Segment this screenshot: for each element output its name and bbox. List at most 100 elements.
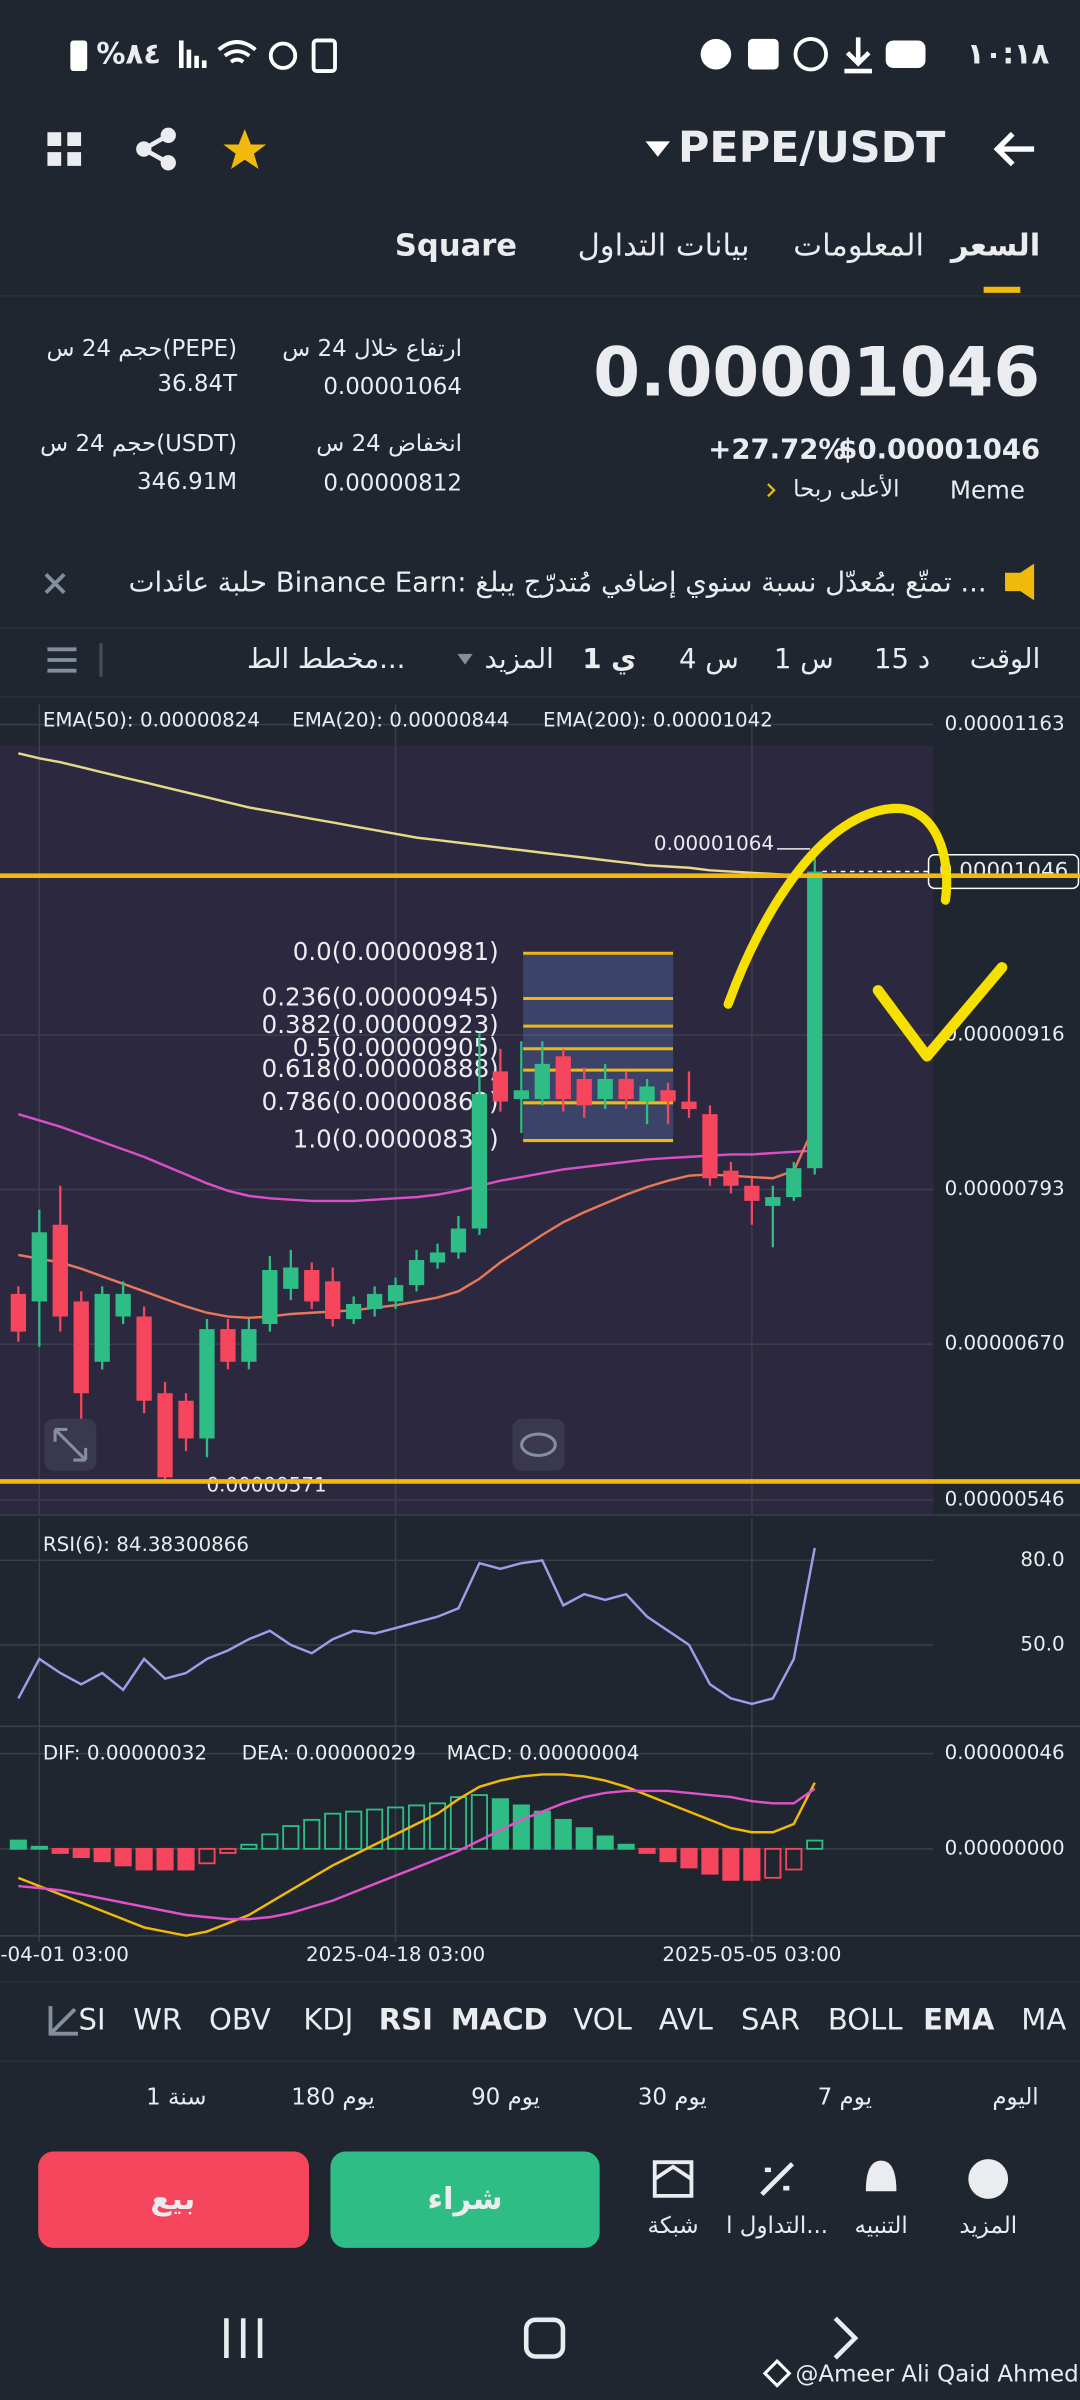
macd-bar — [219, 1847, 237, 1854]
watermark-logo — [762, 2358, 792, 2388]
candle-body — [387, 1285, 404, 1302]
last-price-label: 0.00001046 — [939, 859, 1068, 884]
facebook-icon — [793, 37, 828, 72]
grid-bot-icon[interactable] — [652, 2160, 694, 2198]
action-label[interactable]: التداول ا... — [726, 2213, 828, 2239]
candle-body — [597, 1078, 613, 1100]
candle-body — [744, 1185, 760, 1201]
fib-label: 0.236(0.00000945) — [262, 983, 499, 1012]
tab[interactable]: بيانات التداول — [578, 228, 750, 263]
action-label[interactable]: التنبيه — [854, 2213, 907, 2239]
clock: ١٠:١٨ — [967, 37, 1050, 71]
candle-body — [115, 1293, 131, 1317]
macd-bar — [512, 1804, 530, 1850]
indicator[interactable]: SAR — [741, 2002, 800, 2036]
grid-icon[interactable] — [47, 132, 82, 166]
macd-bar — [345, 1810, 363, 1850]
range[interactable]: 1 سنة — [146, 2084, 206, 2110]
fib-label: 0.382(0.00000923) — [262, 1010, 499, 1039]
more-dropdown[interactable] — [457, 653, 473, 665]
nav-recent[interactable] — [224, 2318, 263, 2359]
candle-body — [304, 1270, 320, 1302]
chevron — [767, 483, 776, 498]
stat-value: 36.84T — [157, 371, 238, 397]
range[interactable]: 180 يوم — [291, 2084, 375, 2110]
timeframe[interactable]: 1 ي — [582, 643, 636, 675]
favorite-icon[interactable] — [223, 129, 267, 169]
battery-icon — [70, 40, 88, 72]
indicator[interactable]: MACD — [451, 2002, 548, 2036]
back-arrow[interactable] — [993, 131, 1035, 167]
candle-body — [429, 1252, 446, 1263]
timeframe[interactable]: 1 س — [774, 643, 834, 675]
nav-back[interactable] — [833, 2316, 859, 2360]
candle-body — [52, 1224, 68, 1317]
legend-entry: DIF: 0.00000032 — [43, 1741, 207, 1764]
stat-value: 0.00001064 — [323, 374, 462, 400]
pair-title: PEPE/USDT — [678, 123, 945, 173]
trade-icon[interactable] — [760, 2162, 795, 2196]
timeframe[interactable]: 4 س — [679, 643, 739, 675]
macd-bar — [680, 1847, 698, 1869]
macd-bar — [449, 1796, 468, 1850]
indicator[interactable]: BOLL — [828, 2002, 903, 2036]
candle-body — [199, 1329, 215, 1439]
macd-bar — [617, 1843, 635, 1850]
range[interactable]: 90 يوم — [471, 2084, 540, 2110]
timeframe[interactable]: الوقت — [970, 643, 1040, 675]
tag: Meme — [950, 476, 1025, 505]
alert-icon — [700, 38, 732, 70]
pair-dropdown[interactable] — [645, 141, 671, 157]
stat-value: 346.91M — [137, 469, 237, 495]
sell-button[interactable] — [38, 2151, 310, 2248]
indicator[interactable]: KDJ — [303, 2002, 353, 2036]
stat-label: ارتفاع خلال 24 س — [282, 336, 462, 362]
indicator[interactable]: SI — [79, 2002, 106, 2036]
timeframe[interactable]: مخطط الط... — [247, 643, 405, 675]
alert-bell-icon[interactable] — [865, 2160, 897, 2192]
fib-label: 1.0(0.00000832) — [293, 1125, 499, 1154]
nav-home[interactable] — [523, 2317, 566, 2359]
indicator[interactable]: MA — [1021, 2002, 1066, 2036]
indicator[interactable]: OBV — [209, 2002, 271, 2036]
macd-bar — [30, 1845, 48, 1850]
fib-label: 0.0(0.00000981) — [293, 937, 499, 966]
range[interactable]: 7 يوم — [818, 2084, 872, 2110]
indicator[interactable]: VOL — [573, 2002, 632, 2036]
action-label[interactable]: المزيد — [959, 2213, 1017, 2239]
y-tick-label: 0.00000916 — [945, 1022, 1065, 1045]
timeframe[interactable]: 15 د — [874, 643, 930, 675]
macd-bar — [470, 1794, 488, 1850]
close-banner[interactable] — [44, 572, 66, 595]
indicator[interactable]: EMA — [923, 2002, 995, 2036]
tab[interactable]: المعلومات — [793, 228, 924, 263]
drawn-check — [872, 962, 1008, 1062]
candle-body — [492, 1071, 509, 1102]
settings-icon[interactable] — [47, 647, 77, 673]
range[interactable]: اليوم — [992, 2084, 1038, 2110]
macd-bar — [135, 1847, 153, 1871]
fib-label: 0.786(0.00000862) — [262, 1087, 499, 1116]
indicator-icon[interactable] — [48, 2006, 79, 2036]
share-icon[interactable] — [136, 127, 176, 171]
buy-button[interactable] — [330, 2151, 600, 2248]
macd-bar — [240, 1843, 258, 1850]
candle-body — [283, 1267, 299, 1289]
stat-value: 0.00000812 — [323, 471, 462, 497]
macd-bar — [177, 1847, 195, 1871]
ema-line — [18, 752, 815, 878]
indicator[interactable]: AVL — [659, 2002, 714, 2036]
indicator[interactable]: WR — [133, 2002, 182, 2036]
candle-body — [471, 1094, 488, 1229]
wifi-icon — [217, 40, 257, 64]
indicator[interactable]: RSI — [379, 2002, 433, 2036]
macd-bar — [533, 1810, 551, 1850]
action-label[interactable]: شبكة — [648, 2213, 699, 2239]
timeframe[interactable]: المزيد — [485, 643, 554, 675]
candle-body — [513, 1090, 529, 1100]
tab[interactable]: السعر — [949, 228, 1040, 263]
more-icon[interactable] — [968, 2159, 1009, 2199]
range[interactable]: 30 يوم — [638, 2084, 707, 2110]
tab[interactable]: Square — [395, 228, 517, 263]
eye-button[interactable] — [512, 1418, 565, 1471]
